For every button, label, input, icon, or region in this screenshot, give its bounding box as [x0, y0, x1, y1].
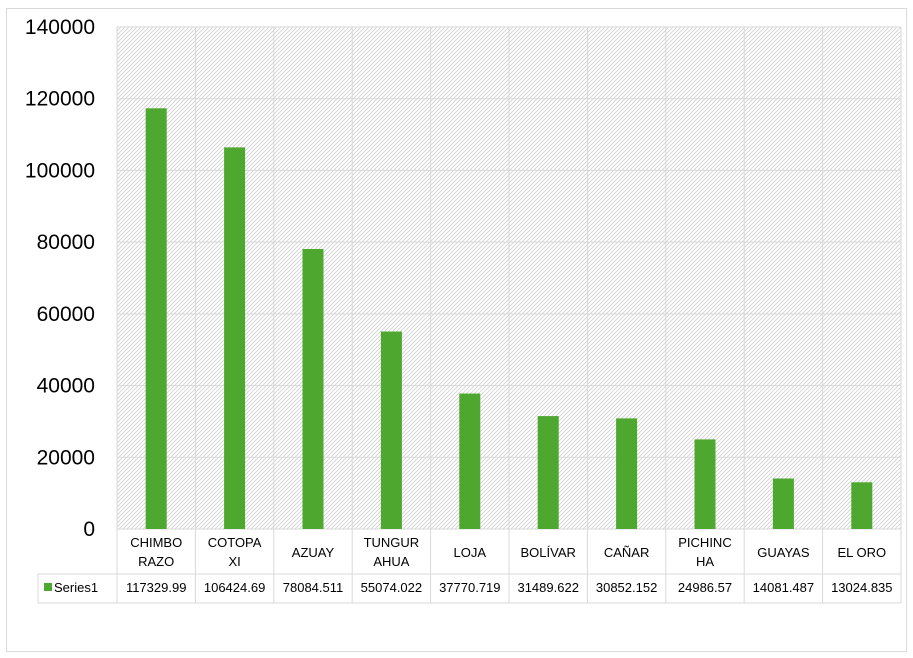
legend-label: Series1 [54, 580, 98, 595]
x-category-label: CAÑAR [604, 545, 650, 560]
data-table-value: 55074.022 [361, 580, 422, 595]
y-tick-label: 140000 [25, 16, 95, 39]
data-table-value: 31489.622 [517, 580, 578, 595]
data-table-value: 37770.719 [439, 580, 500, 595]
x-category-label: XI [228, 554, 240, 569]
x-category-label: COTOPA [208, 535, 262, 550]
bar [537, 416, 559, 529]
y-tick-label: 100000 [25, 159, 95, 182]
bar [145, 108, 167, 529]
data-table-value: 24986.57 [678, 580, 732, 595]
data-table-value: 106424.69 [204, 580, 265, 595]
y-tick-label: 60000 [37, 303, 95, 326]
bar [302, 249, 324, 529]
x-category-label: CHIMBO [130, 535, 182, 550]
x-category-label: RAZO [138, 554, 174, 569]
x-category-label: BOLÍVAR [521, 545, 576, 560]
legend-key [44, 583, 52, 591]
y-tick-label: 20000 [37, 446, 95, 469]
bar [694, 439, 716, 529]
y-tick-label: 120000 [25, 88, 95, 111]
x-category-label: AHUA [373, 554, 409, 569]
x-category-label: AZUAY [292, 545, 335, 560]
x-category-label: HA [696, 554, 714, 569]
y-tick-label: 80000 [37, 231, 95, 254]
bar [380, 331, 402, 529]
data-table-value: 117329.99 [126, 580, 187, 595]
bar [772, 478, 794, 529]
x-category-label: GUAYAS [757, 545, 810, 560]
x-category-label: TUNGUR [364, 535, 420, 550]
x-category-label: LOJA [454, 545, 487, 560]
y-tick-label: 0 [83, 518, 95, 541]
x-category-label: EL ORO [837, 545, 886, 560]
data-table-value: 14081.487 [753, 580, 814, 595]
data-table-value: 30852.152 [596, 580, 657, 595]
x-category-label: PICHINC [678, 535, 731, 550]
data-table-value: 78084.511 [283, 580, 344, 595]
bar [851, 482, 873, 529]
bar [459, 393, 481, 529]
data-table-value: 13024.835 [831, 580, 892, 595]
bar [616, 418, 638, 529]
bar [224, 147, 246, 529]
y-tick-label: 40000 [37, 375, 95, 398]
